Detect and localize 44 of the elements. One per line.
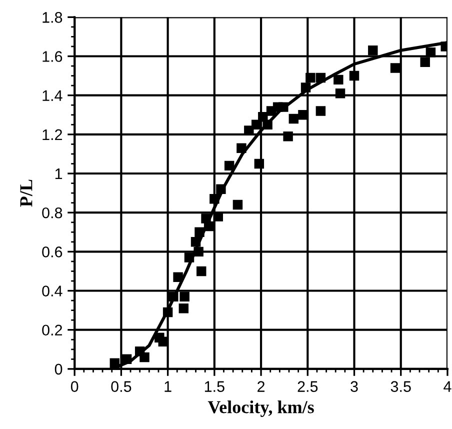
point [420, 57, 430, 67]
point [334, 74, 344, 85]
point [306, 72, 316, 83]
x-tick-label: 0.5 [111, 381, 132, 392]
x-tick-label: 1.5 [204, 381, 224, 392]
point [173, 272, 183, 282]
y-tick-label: 1 [55, 168, 62, 180]
point [288, 114, 299, 124]
point [254, 158, 264, 169]
point [252, 120, 262, 130]
y-axis-title: P/L [20, 180, 32, 207]
x-tick-label: 2 [258, 381, 265, 392]
point [158, 336, 168, 346]
point [335, 88, 346, 98]
point [140, 352, 150, 362]
point [426, 47, 436, 58]
point [283, 132, 293, 142]
y-tick-label: 0.6 [42, 246, 62, 258]
point [232, 200, 243, 210]
x-tick-label: 0 [70, 381, 78, 392]
x-tick-label: 3 [350, 381, 358, 392]
point [224, 160, 234, 171]
y-tick-label: 0.2 [42, 324, 62, 336]
y-tick-label: 1.8 [42, 12, 62, 23]
point [236, 143, 246, 153]
y-tick-label: 1.4 [42, 90, 62, 101]
x-tick-label: 2.5 [298, 381, 318, 392]
y-tick-label: 0.4 [42, 286, 62, 296]
point [178, 303, 189, 314]
point [349, 70, 360, 81]
y-tick-label: 0.8 [42, 207, 62, 218]
x-tick-label: 4 [444, 381, 452, 392]
x-tick-label: 1 [164, 381, 172, 392]
point [298, 110, 308, 120]
point [368, 46, 378, 56]
point [316, 106, 326, 116]
point [196, 266, 206, 276]
y-tick-label: 0 [54, 364, 62, 375]
point [180, 292, 190, 302]
x-axis-title: Velocity, km/s [208, 400, 314, 417]
y-tick-label: 1.6 [42, 51, 62, 62]
y-tick-label: 1.2 [42, 129, 62, 140]
point [390, 63, 400, 73]
x-tick-label: 3.5 [390, 381, 411, 392]
